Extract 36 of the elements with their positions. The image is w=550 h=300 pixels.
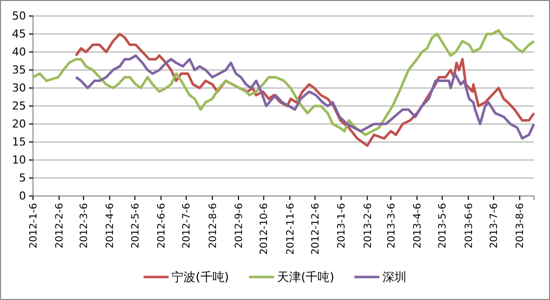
x-tick-label: 2013-5-6	[438, 203, 449, 248]
y-tick-label: 25	[12, 100, 26, 113]
x-tick-label: 2013-8-6	[515, 203, 526, 248]
x-tick-label: 2012-2-6	[54, 203, 66, 248]
y-tick-label: 30	[12, 82, 26, 95]
y-tick-label: 15	[12, 136, 26, 149]
x-tick-label: 2012-5-6	[130, 203, 142, 248]
line-series	[74, 54, 536, 140]
x-tick-label: 2012-10-6	[259, 203, 270, 255]
x-tick-label: 2013-4-6	[412, 203, 424, 248]
x-tick-label: 2013-1-6	[336, 203, 348, 248]
x-tick-label: 2012-3-6	[79, 203, 90, 248]
x-tick-label: 2012-9-6	[234, 203, 245, 248]
legend-label: 宁波(千吨)	[172, 270, 229, 284]
y-tick-label: 5	[19, 172, 26, 185]
x-tick-label: 2013-6-6	[464, 203, 475, 248]
x-tick-label: 2012-6-6	[156, 203, 168, 248]
x-tick-label: 2013-2-6	[362, 203, 374, 248]
y-tick-label: 0	[19, 190, 26, 203]
x-tick-label: 2013-3-6	[386, 203, 398, 248]
y-tick-label: 20	[12, 118, 26, 131]
y-tick-label: 40	[12, 46, 26, 59]
legend-label: 深圳	[382, 270, 406, 284]
line-series	[32, 29, 536, 136]
x-tick-label: 2012-7-6	[182, 203, 193, 248]
y-tick-label: 50	[12, 10, 26, 23]
x-tick-label: 2012-12-6	[310, 203, 322, 255]
y-tick-label: 35	[12, 64, 26, 77]
legend-label: 天津(千吨)	[277, 270, 334, 284]
y-tick-label: 10	[12, 154, 26, 167]
y-tick-label: 45	[12, 28, 26, 41]
x-tick-label: 2012-1-6	[28, 203, 40, 248]
x-tick-label: 2012-8-6	[208, 203, 219, 248]
x-tick-label: 2013-7-6	[489, 203, 500, 248]
x-tick-label: 2012-4-6	[105, 203, 116, 248]
x-tick-label: 2012-11-6	[285, 203, 296, 255]
